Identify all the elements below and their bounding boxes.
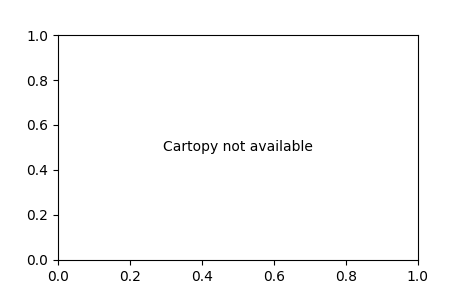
Text: Cartopy not available: Cartopy not available: [163, 140, 312, 154]
